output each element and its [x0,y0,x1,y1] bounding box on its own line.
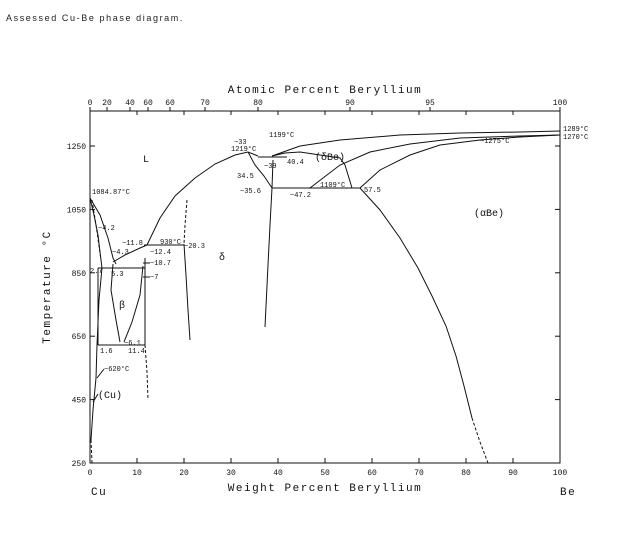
phase-label-delta: δ [219,252,225,264]
phase-label-delta-be: (δBe) [315,152,345,164]
phase-label-cu: (Cu) [98,390,122,402]
cu-solvus [90,267,103,441]
annotation-1270: 1270°C [563,133,588,142]
annotation-12-4: ~12.4 [150,249,171,257]
annotation-11-4: 11.4 [128,348,145,356]
bottom-tick-label: 80 [461,469,471,478]
annotation-4-2: ~4.2 [98,225,115,233]
delta-be-right [359,134,561,189]
figure-caption: Assessed Cu-Be phase diagram. [6,13,184,23]
phase-boundaries [89,130,561,441]
leader-arrows [92,262,150,403]
annotation-35-6: ~35.6 [240,188,261,196]
top-tick-label: 20 [102,99,112,108]
annotation-39: ~39 [264,163,277,171]
annotation-1109: 1109°C [320,181,345,190]
dashed-boundaries [90,199,489,464]
liquidus-mid [271,151,353,189]
dashed-alpha-be [471,417,489,464]
solidus-be [309,134,561,189]
point-annotations: 1084.87°C ~4.2 ~11.8 ~4.3 930°C ~20.3 ~1… [90,125,588,374]
bottom-tick-label: 70 [414,469,424,478]
annotation-1219: 1219°C [231,145,256,154]
annotation-1199: 1199°C [269,131,294,140]
bottom-axis-label: Weight Percent Beryllium [228,483,422,495]
annotation-6-1: ~6.1 [124,340,141,348]
left-tick-label: 450 [72,397,87,406]
bottom-tick-label: 30 [226,469,236,478]
annotation-11-8: ~11.8 [122,240,143,248]
top-tick-label: 40 [125,99,135,108]
left-tick-label: 650 [72,333,87,342]
alpha-be-solvus [359,187,473,419]
top-axis-label: Atomic Percent Beryllium [228,85,422,97]
arrow-cu [92,393,99,403]
annotation-57-5: 57.5 [364,187,381,195]
phase-label-beta: β [119,300,125,312]
phase-label-liquid: L [143,155,149,166]
beta-right [123,265,144,343]
bottom-tick-label: 100 [553,469,568,478]
bottom-tick-label: 40 [273,469,283,478]
left-tick-label: 250 [72,460,87,469]
annotation-5-3: 5.3 [111,271,124,279]
axis-ticks: 0 10 20 30 40 50 60 70 80 90 100 0 20 40 60 60 70 80 90 95 1… [67,99,568,478]
annotation-cu-melt: 1084.87°C [92,188,130,197]
annotation-47-2: ~47.2 [290,192,311,200]
annotation-1289: 1289°C [563,125,588,134]
bottom-tick-label: 60 [367,469,377,478]
top-tick-label: 100 [553,99,568,108]
annotation-4-3: ~4.3 [112,249,129,257]
annotation-2-7: 2.7 [90,268,103,276]
left-tick-label: 1250 [67,143,86,152]
element-label-be: Be [560,487,576,499]
annotation-620: ~620°C [104,365,129,374]
bottom-tick-label: 20 [179,469,189,478]
bottom-tick-label: 10 [132,469,142,478]
annotation-33: ~33 [234,139,247,147]
delta-left-boundary [264,159,274,328]
top-tick-label: 80 [253,99,263,108]
liquidus-main [146,151,259,246]
invariant-lines [97,156,360,346]
left-axis-label: Temperature °C [42,230,54,343]
bottom-tick-label: 50 [320,469,330,478]
top-tick-label: 90 [345,99,355,108]
top-tick-label: 70 [200,99,210,108]
annotation-930: 930°C [160,238,181,247]
liquidus-cu-side [89,197,117,265]
beta-left [110,263,121,343]
phase-label-alpha-be: (αBe) [474,208,504,220]
dashed-cu-low [90,439,93,464]
annotation-1-6: 1.6 [100,348,113,356]
top-tick-label: 95 [425,99,435,108]
annotation-1275: ~1275°C [480,137,509,146]
top-tick-label: 60 [143,99,153,108]
annotation-7: ~7 [150,274,158,282]
annotation-40-4: 40.4 [287,159,304,167]
left-tick-label: 850 [72,270,87,279]
dashed-beta-low [144,344,149,401]
top-tick-label: 0 [88,99,93,108]
top-tick-label: 60 [165,99,175,108]
beta-liquidus [112,244,148,263]
delta-be-left [247,151,273,189]
annotation-20-3: ~20.3 [184,243,205,251]
dashed-left [91,199,102,261]
delta-phase-curve [183,243,191,341]
bottom-tick-label: 90 [508,469,518,478]
element-label-cu: Cu [91,487,107,499]
left-tick-label: 1050 [67,206,86,215]
annotation-34-5: 34.5 [237,173,254,181]
arrow-620 [96,368,105,379]
dashed-delta [183,199,188,245]
annotation-10-7: ~10.7 [150,260,171,268]
liquidus-be [271,130,561,157]
bottom-tick-label: 0 [88,469,93,478]
